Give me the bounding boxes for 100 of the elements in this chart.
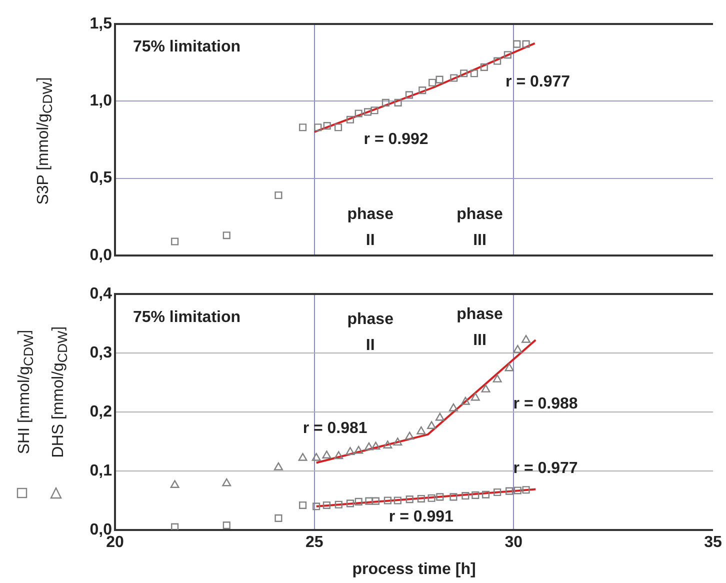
- annotation: r = 0.981: [302, 420, 368, 438]
- annotation: r = 0.988: [513, 395, 578, 412]
- x-tick-label: 20: [106, 534, 124, 552]
- point: [364, 442, 374, 450]
- point: [448, 403, 458, 412]
- point: [298, 452, 308, 461]
- point: [323, 122, 331, 130]
- point: [522, 40, 530, 48]
- point: [462, 492, 470, 500]
- point: [314, 124, 322, 132]
- point: [428, 494, 436, 502]
- point: [222, 522, 230, 530]
- y-tick-label: 0,2: [90, 403, 112, 420]
- point: [334, 500, 342, 508]
- point: [322, 450, 332, 459]
- point: [334, 124, 342, 132]
- point: [274, 191, 282, 200]
- y-tick-label: 1,0: [90, 92, 112, 110]
- point: [416, 426, 426, 434]
- point: [513, 344, 522, 353]
- y-tick-label: 0,3: [90, 344, 112, 362]
- point: [460, 396, 470, 405]
- point: [383, 440, 392, 448]
- point: [406, 496, 414, 504]
- point: [394, 496, 402, 504]
- point: [370, 106, 378, 114]
- point: [382, 98, 390, 106]
- point: [418, 86, 426, 94]
- annotation: r = 0.991: [388, 508, 454, 526]
- annotation: r = 0.977: [506, 73, 570, 90]
- y-tick-label: 0,4: [90, 285, 112, 302]
- x-tick-label: 30: [504, 534, 523, 552]
- annotation: 75% limitation: [132, 38, 241, 56]
- point: [365, 497, 373, 505]
- point: [436, 76, 444, 84]
- point: [514, 486, 522, 494]
- annotation: phase III: [456, 306, 503, 350]
- annotation: phase II: [347, 206, 394, 250]
- point: [274, 514, 282, 522]
- x-tick-label: 25: [305, 534, 324, 552]
- point: [481, 384, 490, 392]
- y-tick-label: 1,5: [90, 15, 112, 32]
- x-axis-title: process time [h]: [352, 560, 476, 578]
- point: [492, 374, 502, 382]
- point: [312, 452, 321, 461]
- annotation: r = 0.977: [513, 460, 578, 478]
- point: [494, 57, 502, 65]
- point: [480, 63, 488, 71]
- point: [346, 500, 354, 508]
- point: [436, 493, 444, 501]
- point: [354, 110, 362, 118]
- point: [472, 491, 480, 499]
- point: [171, 238, 179, 246]
- x-tick-label: 35: [704, 534, 722, 552]
- point: [393, 438, 402, 446]
- point: [470, 70, 478, 78]
- point: [346, 447, 355, 455]
- point: [504, 51, 512, 59]
- point: [513, 40, 521, 48]
- y-tick-label: 0,5: [90, 170, 112, 187]
- point: [354, 446, 364, 454]
- point: [460, 70, 468, 78]
- annotation: phase III: [456, 206, 503, 250]
- point: [417, 494, 425, 503]
- y-tick-label: 0,1: [90, 462, 112, 480]
- y-tick-label: 0,0: [90, 246, 112, 264]
- point: [470, 392, 480, 401]
- point: [372, 497, 380, 505]
- point: [346, 116, 354, 124]
- point: [222, 232, 230, 240]
- point: [450, 74, 458, 82]
- point: [322, 501, 330, 509]
- point: [504, 363, 514, 372]
- annotation: 75% limitation: [132, 309, 241, 326]
- annotation: r = 0.992: [364, 131, 428, 148]
- point: [428, 78, 436, 86]
- point: [298, 501, 307, 509]
- point: [522, 334, 531, 343]
- point: [364, 108, 372, 116]
- point: [482, 490, 490, 498]
- point: [222, 478, 232, 486]
- point: [450, 493, 458, 501]
- point: [312, 502, 320, 510]
- point: [371, 442, 380, 450]
- point: [405, 91, 413, 99]
- point: [427, 421, 436, 430]
- point: [522, 486, 530, 494]
- point: [171, 523, 179, 530]
- point: [435, 412, 444, 421]
- point: [274, 462, 283, 470]
- point: [384, 496, 392, 504]
- point: [170, 480, 180, 488]
- point: [334, 451, 344, 460]
- point: [394, 98, 402, 106]
- point: [506, 487, 514, 495]
- point: [298, 124, 307, 132]
- point: [354, 498, 362, 506]
- annotation: phase II: [347, 311, 394, 354]
- point: [405, 432, 414, 440]
- point: [494, 488, 502, 496]
